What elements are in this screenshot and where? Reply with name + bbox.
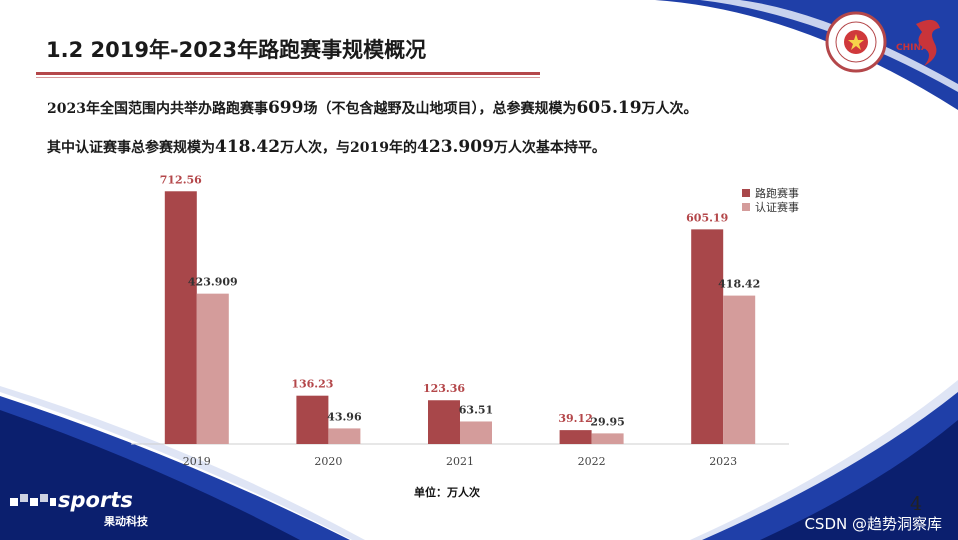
summary-line-1: 2023年全国范围内共举办路跑赛事699场（不包含越野及山地项目），总参赛规模为… (47, 98, 698, 118)
chart-legend: 路跑赛事 认证赛事 (742, 186, 799, 214)
legend-item-road-race: 路跑赛事 (742, 186, 799, 200)
bar-road-race-2023 (691, 229, 724, 444)
x-tick-label: 2023 (709, 455, 737, 468)
bar-road-race-2022 (559, 430, 592, 444)
data-label: 418.42 (718, 278, 760, 291)
title-underline-thin (36, 77, 540, 78)
title-underline (36, 72, 540, 75)
unit-label: 单位：万人次 (414, 486, 480, 499)
data-label: 136.23 (291, 378, 333, 391)
summary-line-2: 其中认证赛事总参赛规模为418.42万人次，与2019年的423.909万人次基… (47, 137, 606, 157)
bar-certified-2020 (328, 428, 361, 444)
csdn-watermark: CSDN @趋势洞察库 (804, 515, 942, 533)
data-label: 43.96 (327, 410, 362, 423)
x-tick-label: 2020 (314, 455, 342, 468)
legend-label: 路跑赛事 (755, 187, 799, 200)
legend-item-certified: 认证赛事 (742, 200, 799, 214)
data-label: 39.12 (558, 412, 592, 425)
bar-road-race-2020 (296, 395, 329, 444)
bar-certified-2021 (460, 421, 492, 444)
summary-number: 418.42 (215, 137, 281, 157)
bar-road-race-2021 (428, 400, 460, 444)
x-tick-label: 2022 (578, 455, 606, 468)
bar-certified-2019 (196, 293, 229, 444)
bar-certified-2023 (723, 295, 756, 444)
x-tick-label: 2021 (446, 455, 474, 468)
bar-chart: 712.56 423.909 2019 136.23 43.96 2020 123.36 63… (131, 173, 789, 468)
athletics-association-logo: CHINA (825, 11, 940, 73)
data-label: 423.909 (188, 276, 238, 289)
brand-subtitle: 果动科技 (104, 515, 148, 528)
summary-number: 699 (267, 98, 304, 118)
svg-text:CHINA: CHINA (896, 43, 928, 53)
bar-certified-2022 (591, 433, 624, 444)
summary-text: 其中认证赛事总参赛规模为 (47, 140, 215, 156)
legend-swatch (742, 189, 750, 197)
data-label: 123.36 (423, 382, 465, 395)
sports-brand-icon (10, 494, 56, 506)
summary-text: 万人次。 (641, 101, 698, 117)
legend-label: 认证赛事 (755, 201, 799, 214)
summary-number: 605.19 (576, 98, 642, 118)
bar-road-race-2019 (164, 191, 197, 444)
page-title: 1.2 2019年-2023年路跑赛事规模概况 (46, 38, 427, 62)
summary-text: 场（不包含越野及山地项目），总参赛规模为 (303, 101, 577, 117)
data-label: 63.51 (459, 403, 493, 416)
x-tick-label: 2019 (183, 455, 211, 468)
summary-text: 2023年全国范围内共举办路跑赛事 (47, 101, 268, 117)
summary-text: 万人次，与2019年的 (280, 140, 418, 156)
page-number: 4 (910, 493, 923, 515)
summary-text: 万人次基本持平。 (493, 140, 606, 156)
data-label: 29.95 (590, 415, 624, 428)
summary-number: 423.909 (417, 137, 494, 157)
brand-name: sports (58, 488, 133, 512)
data-label: 712.56 (160, 173, 202, 186)
legend-swatch (742, 203, 750, 211)
data-label: 605.19 (686, 211, 728, 224)
